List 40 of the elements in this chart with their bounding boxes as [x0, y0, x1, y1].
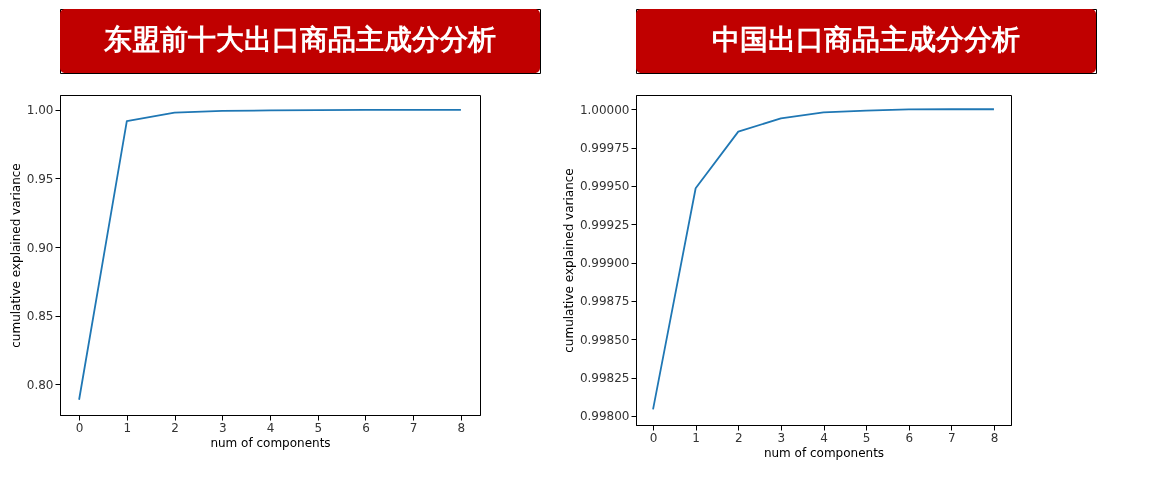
y-tick-label: 0.99950 [579, 179, 630, 194]
line-series [652, 108, 995, 411]
x-tick-label: 8 [990, 430, 999, 445]
y-tick-label: 0.99825 [579, 371, 630, 386]
x-tick-label: 4 [820, 430, 828, 445]
x-tick-label: 8 [457, 420, 466, 435]
x-tick-label: 5 [862, 430, 871, 445]
x-tick-label: 6 [905, 430, 914, 445]
x-tick-label: 6 [362, 420, 370, 435]
y-tick-label: 0.95 [26, 171, 54, 186]
x-tick-label: 0 [75, 420, 84, 435]
y-axis-title: cumulative explained variance [8, 163, 23, 348]
x-tick-label: 7 [409, 420, 418, 435]
x-axis-title: num of components [763, 445, 885, 460]
x-tick-label: 5 [314, 420, 323, 435]
x-tick-label: 3 [777, 430, 786, 445]
y-tick-label: 1.00000 [579, 102, 630, 117]
x-tick-label: 2 [734, 430, 743, 445]
x-tick-label: 1 [123, 420, 132, 435]
line-series [78, 108, 462, 401]
y-tick-label: 1.00 [26, 103, 54, 118]
y-tick-label: 0.80 [26, 377, 54, 392]
chart-title: 中国出口商品主成分分析 [712, 23, 1020, 56]
y-tick-label: 0.85 [26, 309, 54, 324]
y-tick-label: 0.99875 [579, 294, 630, 309]
y-tick-label: 0.99975 [579, 141, 630, 156]
y-axis-title: cumulative explained variance [561, 168, 576, 353]
x-tick-label: 2 [171, 420, 179, 435]
x-tick-label: 3 [218, 420, 227, 435]
x-tick-label: 4 [266, 420, 275, 435]
y-tick-label: 0.99800 [579, 409, 630, 424]
x-axis-title: num of components [210, 435, 331, 450]
chart-title: 东盟前十大出口商品主成分分析 [103, 23, 496, 56]
y-tick-label: 0.99925 [579, 217, 630, 232]
x-tick-label: 7 [948, 430, 956, 445]
y-tick-label: 0.99900 [579, 256, 630, 271]
y-tick-label: 0.90 [26, 240, 54, 255]
x-tick-label: 1 [692, 430, 700, 445]
x-tick-label: 0 [649, 430, 658, 445]
y-tick-label: 0.99850 [579, 332, 630, 347]
